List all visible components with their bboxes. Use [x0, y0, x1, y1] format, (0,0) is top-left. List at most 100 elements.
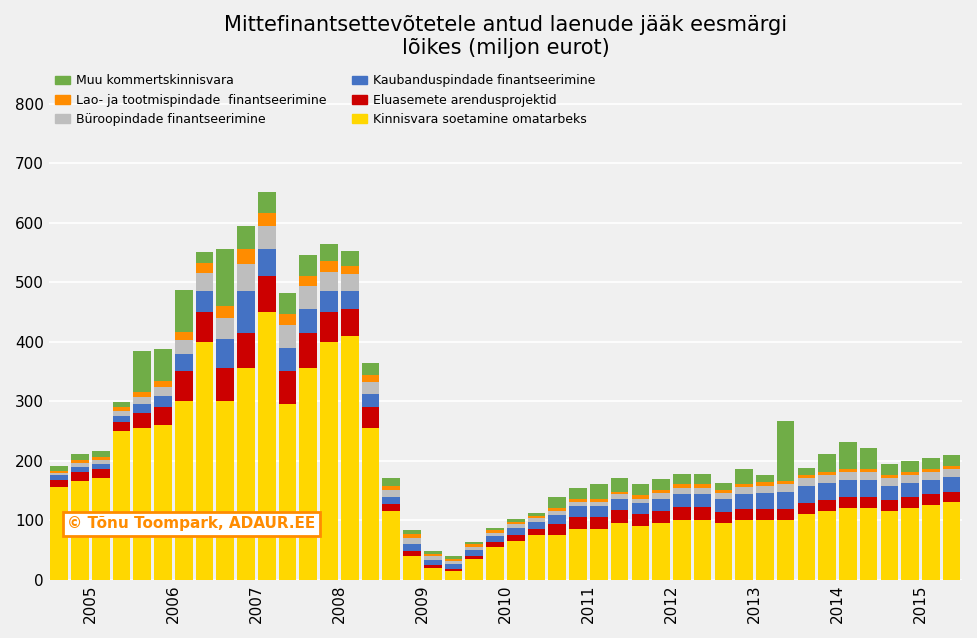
Bar: [51, 466, 68, 471]
Bar: [300, 276, 318, 286]
Bar: [217, 318, 234, 339]
Bar: [278, 404, 296, 579]
Bar: [154, 349, 172, 382]
Bar: [611, 499, 628, 510]
Text: © Tõnu Toompark, ADAUR.EE: © Tõnu Toompark, ADAUR.EE: [67, 516, 316, 531]
Bar: [341, 265, 359, 274]
Bar: [714, 512, 732, 523]
Bar: [361, 394, 379, 407]
Bar: [880, 478, 898, 486]
Bar: [694, 520, 711, 579]
Bar: [320, 341, 338, 579]
Bar: [756, 475, 774, 482]
Bar: [797, 468, 815, 475]
Bar: [195, 273, 213, 291]
Bar: [217, 339, 234, 368]
Bar: [736, 509, 753, 520]
Bar: [195, 263, 213, 273]
Bar: [382, 511, 401, 579]
Bar: [631, 503, 649, 514]
Bar: [445, 559, 462, 561]
Bar: [71, 482, 89, 579]
Bar: [445, 569, 462, 570]
Bar: [278, 371, 296, 404]
Bar: [943, 502, 960, 579]
Bar: [404, 544, 421, 551]
Bar: [673, 520, 691, 579]
Bar: [528, 516, 545, 518]
Bar: [320, 291, 338, 312]
Bar: [258, 192, 276, 212]
Bar: [134, 413, 151, 428]
Bar: [154, 382, 172, 387]
Bar: [570, 488, 587, 499]
Bar: [860, 448, 877, 469]
Bar: [258, 212, 276, 226]
Bar: [736, 520, 753, 579]
Bar: [258, 276, 276, 312]
Bar: [694, 484, 711, 488]
Bar: [922, 505, 940, 579]
Bar: [404, 556, 421, 579]
Bar: [487, 547, 504, 579]
Bar: [112, 422, 130, 431]
Bar: [217, 249, 234, 306]
Bar: [341, 291, 359, 309]
Bar: [653, 493, 670, 499]
Bar: [839, 498, 857, 508]
Bar: [175, 290, 192, 332]
Bar: [51, 471, 68, 473]
Bar: [736, 494, 753, 509]
Bar: [258, 312, 276, 579]
Bar: [528, 529, 545, 535]
Bar: [424, 565, 442, 568]
Bar: [112, 403, 130, 407]
Bar: [819, 482, 836, 500]
Bar: [694, 507, 711, 520]
Bar: [777, 491, 794, 509]
Bar: [590, 507, 608, 517]
Bar: [880, 464, 898, 475]
Bar: [361, 382, 379, 394]
Bar: [217, 306, 234, 318]
Bar: [570, 507, 587, 517]
Bar: [839, 508, 857, 579]
Bar: [404, 551, 421, 556]
Bar: [300, 286, 318, 309]
Bar: [611, 491, 628, 494]
Bar: [320, 244, 338, 262]
Bar: [756, 486, 774, 493]
Bar: [424, 560, 442, 565]
Bar: [258, 226, 276, 249]
Bar: [548, 516, 566, 524]
Bar: [361, 363, 379, 375]
Bar: [631, 499, 649, 503]
Bar: [880, 475, 898, 478]
Bar: [237, 291, 255, 333]
Bar: [404, 534, 421, 538]
Bar: [195, 291, 213, 312]
Bar: [902, 472, 919, 475]
Bar: [154, 425, 172, 579]
Bar: [631, 495, 649, 499]
Bar: [465, 544, 483, 547]
Bar: [154, 396, 172, 407]
Bar: [71, 463, 89, 466]
Bar: [92, 478, 109, 579]
Bar: [839, 480, 857, 498]
Bar: [880, 511, 898, 579]
Bar: [528, 518, 545, 522]
Bar: [195, 312, 213, 341]
Bar: [71, 466, 89, 473]
Bar: [653, 499, 670, 511]
Bar: [134, 350, 151, 392]
Bar: [320, 312, 338, 341]
Bar: [237, 249, 255, 264]
Bar: [51, 475, 68, 480]
Bar: [300, 255, 318, 276]
Bar: [570, 499, 587, 501]
Bar: [507, 528, 525, 535]
Bar: [902, 461, 919, 472]
Bar: [819, 454, 836, 472]
Bar: [424, 551, 442, 554]
